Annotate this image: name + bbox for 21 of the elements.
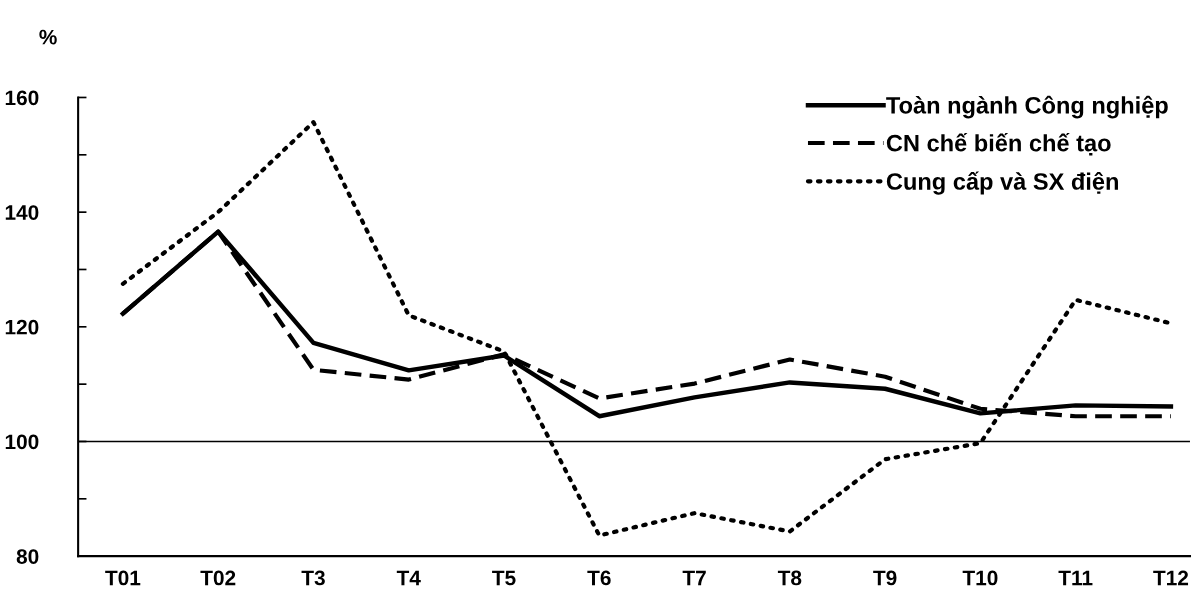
- x-tick-label: T4: [396, 570, 421, 586]
- y-tick-label: 80: [16, 549, 39, 564]
- y-tick-label: 120: [5, 319, 39, 335]
- x-tick-label: T5: [492, 570, 516, 586]
- x-tick-label: T11: [1058, 570, 1093, 586]
- x-tick-label: T01: [105, 570, 141, 586]
- x-tick-label: T9: [873, 570, 897, 586]
- legend-label: CN chế biến chế tạo: [886, 133, 1111, 156]
- y-tick-label: 160: [5, 90, 39, 106]
- x-tick-label: T02: [200, 570, 236, 586]
- legend-label: Cung cấp và SX điện: [886, 171, 1118, 195]
- x-tick-label: T3: [301, 570, 325, 586]
- y-tick-label: 100: [5, 434, 39, 450]
- x-tick-label: T6: [587, 570, 611, 586]
- x-tick-label: T8: [777, 570, 802, 586]
- legend-label: Toàn ngành Công nghiệp: [886, 95, 1168, 119]
- x-tick-label: T7: [682, 570, 706, 586]
- y-tick-label: 140: [5, 205, 39, 220]
- x-tick-label: T12: [1153, 570, 1189, 586]
- x-tick-label: T10: [962, 570, 998, 586]
- y-axis-title: %: [39, 29, 57, 45]
